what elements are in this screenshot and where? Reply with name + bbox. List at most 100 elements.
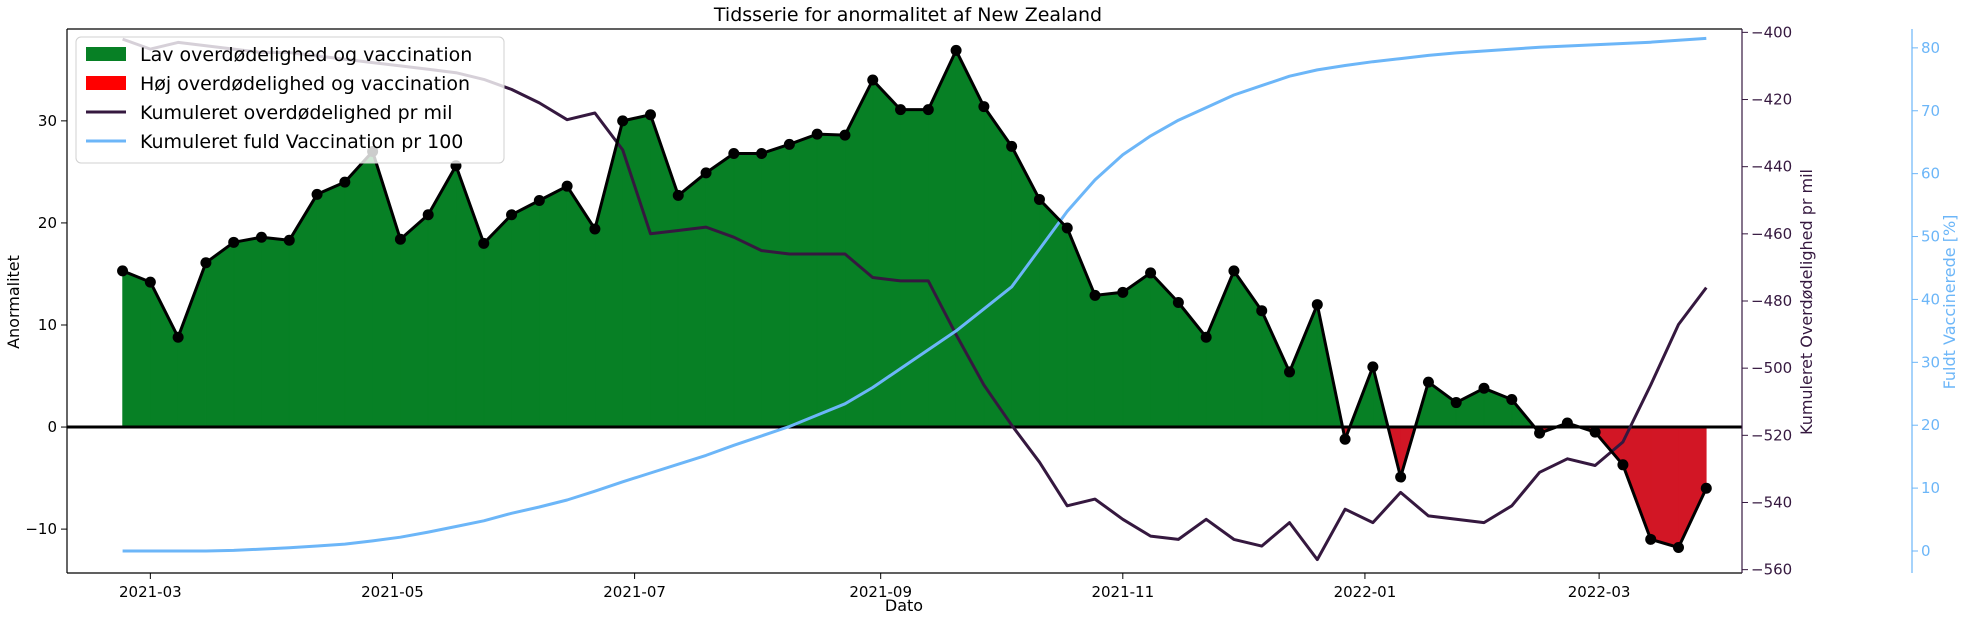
y2-tick-label: −440 bbox=[1751, 158, 1792, 176]
anomaly-point bbox=[283, 234, 295, 246]
legend-swatch bbox=[86, 47, 126, 61]
legend-label: Kumuleret fuld Vaccination pr 100 bbox=[140, 131, 463, 153]
area-fill-positive bbox=[1122, 272, 1151, 428]
anomaly-point bbox=[394, 233, 406, 245]
anomaly-point bbox=[533, 194, 545, 206]
anomaly-point bbox=[117, 265, 129, 277]
legend-swatch bbox=[86, 76, 126, 90]
plot-layer bbox=[67, 36, 1742, 562]
area-fill-negative bbox=[1622, 426, 1652, 540]
y2-tick-label: −460 bbox=[1751, 225, 1792, 243]
anomaly-point bbox=[1450, 397, 1462, 409]
y3-axis-label: Fuldt Vaccinerede [%] bbox=[1940, 215, 1959, 390]
legend-box bbox=[75, 36, 505, 164]
y3-tick-label: 0 bbox=[1921, 542, 1931, 560]
area-fill-positive bbox=[1233, 269, 1263, 428]
anomaly-point bbox=[950, 44, 962, 56]
x-tick-label: 2022-01 bbox=[1334, 583, 1397, 601]
area-fill-positive bbox=[205, 241, 235, 428]
anomaly-point bbox=[672, 189, 684, 201]
x-tick-label: 2021-09 bbox=[849, 583, 912, 601]
anomaly-point bbox=[1089, 289, 1101, 301]
x-tick-label: 2022-03 bbox=[1568, 583, 1631, 601]
area-fill-positive bbox=[900, 109, 929, 428]
anomaly-point bbox=[617, 115, 629, 127]
y3-tick-label: 40 bbox=[1921, 290, 1940, 308]
y2-tick-label: −560 bbox=[1751, 561, 1792, 579]
anomaly-point bbox=[1395, 471, 1407, 483]
anomaly-point bbox=[200, 257, 212, 269]
y-tick-label: −10 bbox=[25, 520, 57, 538]
anomaly-point bbox=[1284, 366, 1296, 378]
area-fill-positive bbox=[150, 281, 179, 428]
anomaly-point bbox=[1339, 433, 1351, 445]
anomaly-point bbox=[1645, 533, 1657, 545]
area-fill-positive bbox=[733, 153, 762, 428]
y2-tick-label: −500 bbox=[1751, 359, 1792, 377]
x-tick-label: 2021-07 bbox=[603, 583, 666, 601]
chart-title: Tidsserie for anormalitet af New Zealand bbox=[713, 4, 1102, 26]
area-fill-positive bbox=[177, 262, 207, 428]
area-fill-positive bbox=[288, 193, 318, 428]
anomaly-point bbox=[728, 148, 740, 160]
area-fill-positive bbox=[511, 199, 540, 428]
y3-tick-label: 50 bbox=[1921, 228, 1940, 246]
anomaly-point bbox=[839, 129, 851, 141]
x-tick-label: 2021-11 bbox=[1091, 583, 1154, 601]
anomaly-point bbox=[1006, 140, 1018, 152]
legend-label: Kumuleret overdødelighed pr mil bbox=[140, 102, 453, 124]
x-tick-label: 2021-03 bbox=[119, 583, 182, 601]
area-fill-positive bbox=[761, 143, 790, 428]
anomaly-point bbox=[1311, 299, 1323, 311]
area-fill-positive bbox=[344, 150, 373, 428]
y2-tick-label: −420 bbox=[1751, 91, 1792, 109]
anomaly-point bbox=[700, 167, 712, 179]
area-fill-positive bbox=[594, 120, 623, 428]
y-tick-label: 30 bbox=[38, 112, 57, 130]
y-tick-label: 20 bbox=[38, 214, 57, 232]
area-fill-positive bbox=[400, 214, 429, 428]
area-fill-positive bbox=[1094, 291, 1124, 428]
area-fill-positive bbox=[816, 133, 846, 428]
anomaly-point bbox=[1478, 382, 1490, 394]
anomaly-point bbox=[144, 276, 156, 288]
x-axis-label: Dato bbox=[885, 596, 923, 615]
y-tick-label: 0 bbox=[47, 418, 57, 436]
anomaly-point bbox=[1561, 417, 1573, 429]
anomaly-point bbox=[589, 223, 601, 235]
area-fill-positive bbox=[650, 114, 679, 428]
area-fill-positive bbox=[789, 133, 818, 428]
y3-tick-label: 30 bbox=[1921, 353, 1940, 371]
anomaly-point bbox=[506, 209, 518, 221]
anomaly-point bbox=[228, 236, 240, 248]
y2-tick-label: −520 bbox=[1751, 426, 1792, 444]
anomaly-point bbox=[1228, 265, 1240, 277]
axes-layer: 2021-03 2021-05 2021-07 2021-09 2021-11 2022-… bbox=[25, 23, 1940, 601]
y2-tick-label: −480 bbox=[1751, 292, 1792, 310]
anomaly-point bbox=[1506, 393, 1518, 405]
vaccination-series-line bbox=[122, 36, 1707, 553]
x-tick-label: 2021-05 bbox=[361, 583, 424, 601]
area-fill-positive bbox=[539, 185, 568, 428]
anomaly-point bbox=[339, 176, 351, 188]
area-fill-positive bbox=[705, 152, 735, 428]
anomaly-point bbox=[172, 331, 184, 343]
y3-tick-label: 60 bbox=[1921, 165, 1940, 183]
area-fill-positive bbox=[983, 105, 1012, 428]
anomaly-point bbox=[811, 128, 823, 140]
area-fill-positive bbox=[122, 270, 151, 428]
anomaly-series-line bbox=[122, 48, 1708, 549]
y3-tick-label: 20 bbox=[1921, 416, 1940, 434]
anomaly-point bbox=[1033, 193, 1045, 205]
anomaly-point bbox=[756, 148, 768, 160]
legend-label: Høj overdødelighed og vaccination bbox=[140, 73, 470, 95]
y3-tick-label: 10 bbox=[1921, 479, 1940, 497]
anomaly-point bbox=[1534, 427, 1546, 439]
area-fill-positive bbox=[1039, 198, 1068, 428]
area-fill-positive bbox=[677, 172, 707, 428]
anomaly-point bbox=[1256, 305, 1268, 317]
legend-label: Lav overdødelighed og vaccination bbox=[140, 44, 472, 66]
area-fill-positive bbox=[316, 181, 346, 428]
anomaly-point bbox=[1589, 426, 1601, 438]
